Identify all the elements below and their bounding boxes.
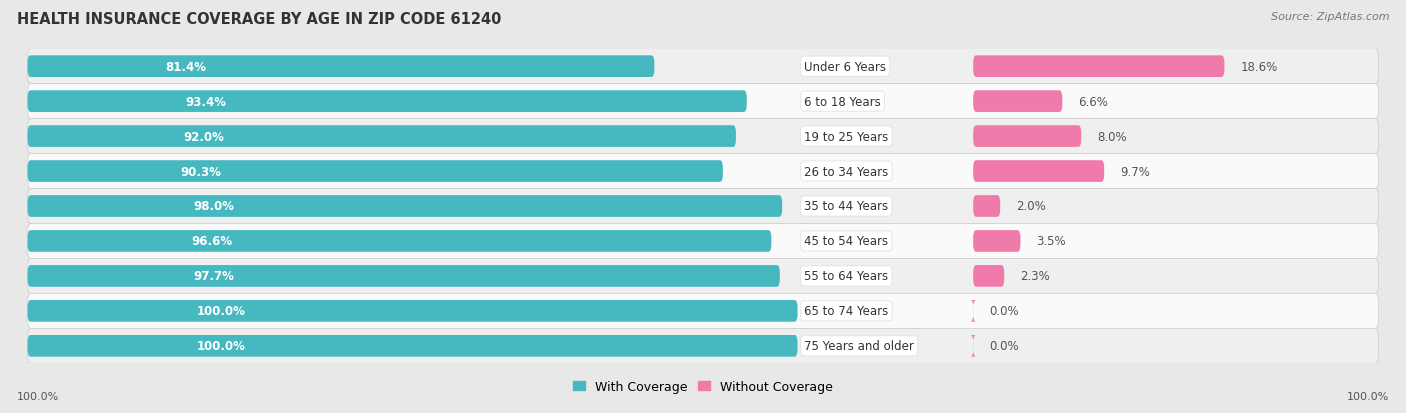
FancyBboxPatch shape bbox=[973, 230, 1021, 252]
FancyBboxPatch shape bbox=[970, 335, 976, 357]
Text: 2.3%: 2.3% bbox=[1021, 270, 1050, 283]
FancyBboxPatch shape bbox=[28, 161, 723, 183]
Text: 100.0%: 100.0% bbox=[197, 339, 246, 352]
Text: 6.6%: 6.6% bbox=[1078, 95, 1108, 108]
FancyBboxPatch shape bbox=[28, 266, 780, 287]
FancyBboxPatch shape bbox=[28, 300, 797, 322]
Text: 100.0%: 100.0% bbox=[1347, 391, 1389, 401]
FancyBboxPatch shape bbox=[973, 56, 1225, 78]
FancyBboxPatch shape bbox=[28, 224, 1378, 259]
Text: 75 Years and older: 75 Years and older bbox=[804, 339, 914, 352]
FancyBboxPatch shape bbox=[28, 196, 782, 217]
Text: 35 to 44 Years: 35 to 44 Years bbox=[804, 200, 889, 213]
FancyBboxPatch shape bbox=[28, 84, 1378, 119]
FancyBboxPatch shape bbox=[28, 335, 797, 357]
FancyBboxPatch shape bbox=[973, 126, 1081, 147]
Text: 81.4%: 81.4% bbox=[166, 61, 207, 74]
Text: 0.0%: 0.0% bbox=[990, 305, 1019, 318]
Text: HEALTH INSURANCE COVERAGE BY AGE IN ZIP CODE 61240: HEALTH INSURANCE COVERAGE BY AGE IN ZIP … bbox=[17, 12, 502, 27]
FancyBboxPatch shape bbox=[28, 91, 747, 113]
FancyBboxPatch shape bbox=[973, 161, 1104, 183]
FancyBboxPatch shape bbox=[970, 300, 976, 322]
Legend: With Coverage, Without Coverage: With Coverage, Without Coverage bbox=[568, 375, 838, 398]
FancyBboxPatch shape bbox=[28, 126, 735, 147]
FancyBboxPatch shape bbox=[28, 50, 1378, 84]
Text: 55 to 64 Years: 55 to 64 Years bbox=[804, 270, 889, 283]
Text: 97.7%: 97.7% bbox=[193, 270, 233, 283]
Text: 8.0%: 8.0% bbox=[1098, 130, 1128, 143]
Text: 0.0%: 0.0% bbox=[990, 339, 1019, 352]
FancyBboxPatch shape bbox=[973, 91, 1063, 113]
FancyBboxPatch shape bbox=[973, 266, 1004, 287]
Text: 96.6%: 96.6% bbox=[191, 235, 232, 248]
Text: 19 to 25 Years: 19 to 25 Years bbox=[804, 130, 889, 143]
Text: 2.0%: 2.0% bbox=[1017, 200, 1046, 213]
FancyBboxPatch shape bbox=[973, 196, 1000, 217]
FancyBboxPatch shape bbox=[28, 56, 654, 78]
Text: 92.0%: 92.0% bbox=[183, 130, 225, 143]
Text: 18.6%: 18.6% bbox=[1240, 61, 1278, 74]
FancyBboxPatch shape bbox=[28, 259, 1378, 294]
Text: 100.0%: 100.0% bbox=[197, 305, 246, 318]
Text: 26 to 34 Years: 26 to 34 Years bbox=[804, 165, 889, 178]
FancyBboxPatch shape bbox=[28, 329, 1378, 363]
Text: Source: ZipAtlas.com: Source: ZipAtlas.com bbox=[1271, 12, 1389, 22]
FancyBboxPatch shape bbox=[28, 294, 1378, 329]
Text: 9.7%: 9.7% bbox=[1121, 165, 1150, 178]
Text: 98.0%: 98.0% bbox=[194, 200, 235, 213]
FancyBboxPatch shape bbox=[28, 189, 1378, 224]
FancyBboxPatch shape bbox=[28, 119, 1378, 154]
Text: 93.4%: 93.4% bbox=[186, 95, 226, 108]
Text: 45 to 54 Years: 45 to 54 Years bbox=[804, 235, 889, 248]
Text: 90.3%: 90.3% bbox=[180, 165, 221, 178]
Text: 3.5%: 3.5% bbox=[1036, 235, 1066, 248]
Text: 65 to 74 Years: 65 to 74 Years bbox=[804, 305, 889, 318]
FancyBboxPatch shape bbox=[28, 230, 772, 252]
Text: Under 6 Years: Under 6 Years bbox=[804, 61, 886, 74]
Text: 6 to 18 Years: 6 to 18 Years bbox=[804, 95, 882, 108]
FancyBboxPatch shape bbox=[28, 154, 1378, 189]
Text: 100.0%: 100.0% bbox=[17, 391, 59, 401]
